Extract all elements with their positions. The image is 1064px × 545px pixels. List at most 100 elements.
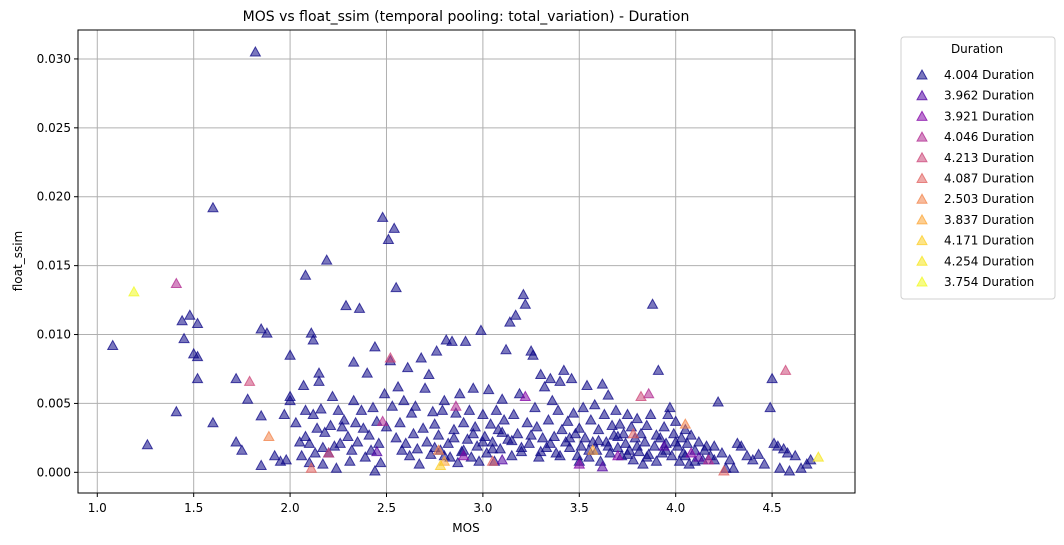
- data-point: [297, 379, 310, 391]
- data-point: [342, 430, 354, 442]
- data-point: [658, 440, 670, 451]
- data-point: [457, 416, 470, 428]
- data-point: [640, 419, 653, 430]
- data-point: [407, 427, 420, 439]
- data-point: [482, 383, 495, 395]
- data-point: [741, 449, 753, 461]
- x-tick-label: 4.5: [763, 501, 782, 515]
- legend-marker: [916, 213, 928, 225]
- data-point: [324, 419, 337, 430]
- data-point: [463, 404, 476, 415]
- data-point: [529, 401, 541, 413]
- data-point: [336, 420, 348, 432]
- x-axis-label: MOS: [452, 521, 479, 535]
- data-point: [419, 382, 431, 393]
- legend-marker: [916, 89, 928, 101]
- data-point: [494, 442, 507, 454]
- data-point: [141, 438, 154, 450]
- data-point: [637, 458, 649, 469]
- chart-title: MOS vs float_ssim (temporal pooling: tot…: [243, 9, 690, 25]
- data-point: [604, 447, 616, 458]
- data-point: [538, 380, 551, 392]
- series-group: [106, 46, 817, 476]
- data-point: [409, 400, 422, 411]
- data-point: [380, 420, 393, 432]
- data-point: [685, 429, 697, 440]
- data-point: [567, 407, 580, 418]
- data-point: [685, 447, 697, 458]
- data-point: [399, 437, 412, 448]
- data-point: [249, 46, 262, 57]
- data-point: [349, 416, 362, 428]
- series-group: [812, 451, 825, 462]
- data-point: [534, 368, 547, 379]
- data-point: [633, 445, 645, 457]
- data-point: [330, 462, 343, 473]
- data-point: [278, 408, 291, 419]
- data-point: [369, 464, 381, 476]
- data-point: [692, 435, 705, 447]
- legend-label: 3.962 Duration: [944, 89, 1034, 103]
- data-point: [382, 233, 395, 244]
- data-point: [230, 435, 242, 447]
- data-point: [627, 427, 640, 439]
- data-point: [170, 405, 183, 417]
- legend: Duration 4.004 Duration 3.962 Duration 3.9…: [900, 36, 1056, 300]
- data-point: [723, 453, 736, 465]
- data-point: [334, 437, 347, 448]
- data-point: [621, 448, 634, 459]
- data-point: [453, 387, 466, 399]
- data-point: [525, 429, 537, 440]
- plot-frame: [77, 29, 856, 494]
- legend-marker: [916, 110, 928, 121]
- x-tick-label: 3.0: [473, 501, 492, 515]
- legend-box: [900, 36, 1056, 300]
- data-point: [773, 462, 786, 473]
- data-point: [303, 437, 316, 448]
- data-point: [486, 455, 499, 466]
- data-point: [812, 451, 825, 462]
- data-point: [374, 456, 387, 468]
- data-point: [504, 316, 516, 327]
- data-point: [772, 440, 784, 451]
- data-point: [635, 390, 647, 402]
- data-point: [241, 393, 254, 404]
- data-point: [640, 451, 653, 462]
- data-point: [361, 367, 374, 378]
- data-point: [612, 449, 624, 461]
- y-tick-label: 0.015: [37, 259, 71, 273]
- data-point: [577, 401, 589, 413]
- data-point: [552, 404, 564, 415]
- data-point: [679, 418, 692, 429]
- data-point: [255, 459, 268, 470]
- data-point: [376, 211, 389, 222]
- data-point: [465, 451, 478, 462]
- data-point: [461, 433, 474, 444]
- y-tick-label: 0.025: [37, 121, 71, 135]
- data-point: [417, 422, 429, 433]
- data-point: [509, 309, 522, 320]
- data-point: [667, 427, 680, 439]
- legend-label: 3.837 Duration: [944, 213, 1034, 227]
- data-point: [299, 404, 312, 415]
- data-point: [255, 409, 268, 421]
- data-point: [469, 420, 482, 432]
- data-point: [315, 402, 327, 414]
- data-point: [505, 449, 518, 461]
- data-point: [261, 327, 273, 338]
- data-point: [183, 309, 196, 320]
- data-point: [473, 455, 485, 466]
- data-point: [517, 288, 530, 300]
- data-point: [625, 420, 638, 432]
- data-point: [658, 420, 670, 432]
- data-point: [290, 416, 302, 428]
- data-point: [602, 440, 615, 451]
- data-point: [170, 277, 183, 289]
- data-point: [357, 422, 370, 433]
- x-tick-label: 1.0: [88, 501, 107, 515]
- data-point: [573, 458, 586, 469]
- data-point: [490, 404, 503, 415]
- legend-marker: [916, 172, 928, 183]
- data-point: [561, 415, 574, 426]
- data-point: [477, 408, 489, 419]
